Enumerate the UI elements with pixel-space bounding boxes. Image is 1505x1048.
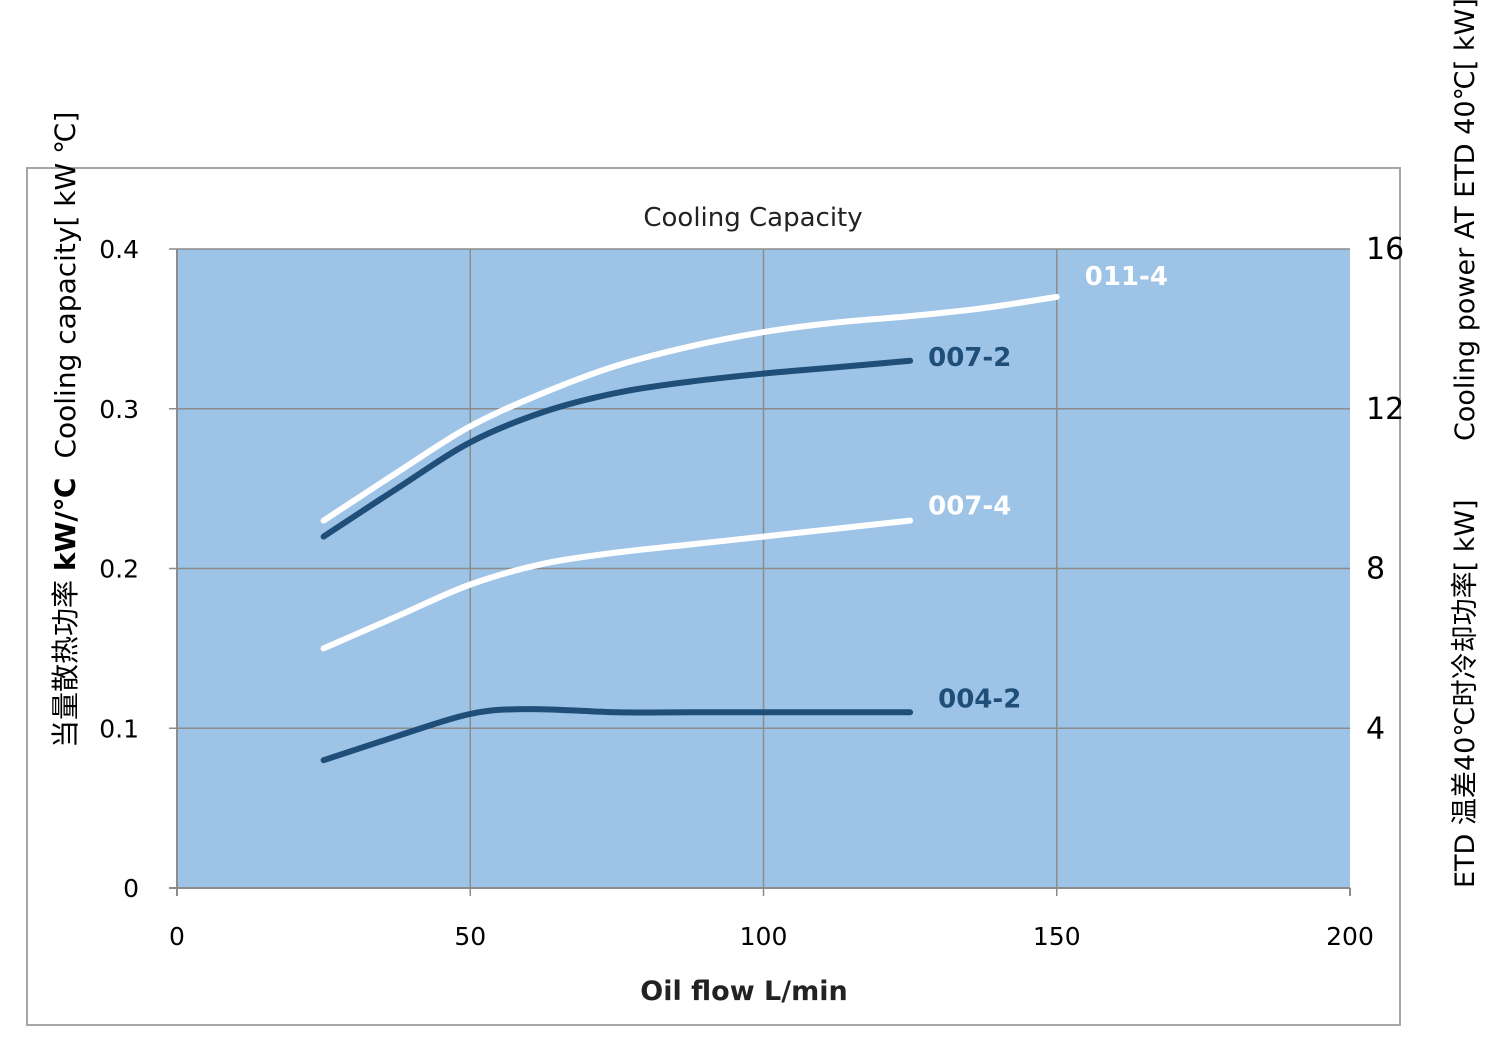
y-tick-label: 0.1 [99,714,139,743]
gridlines [169,248,1350,896]
y-tick-label: 0.4 [99,235,139,264]
y2-axis-label-bottom: ETD 温差40℃时冷却功率[ kW] [1450,499,1481,888]
series-label: 007-4 [928,492,1011,522]
y2-tick-label: 8 [1366,552,1385,587]
y-axis-label: 当量散热功率 kW/℃ Cooling capacity[ kW ℃] [49,112,82,748]
y2-tick-label: 4 [1366,711,1385,746]
chart-title: Cooling Capacity [643,203,862,233]
series-line-011-4 [320,293,1060,524]
x-tick-label: 0 [169,922,185,951]
x-tick-label: 100 [740,922,788,951]
series-line-004-2 [320,706,914,764]
y2-tick-label: 12 [1366,392,1404,427]
y-axis-label-en: Cooling capacity[ kW ℃] [49,112,82,459]
y2-tick-label: 16 [1366,232,1404,267]
axes [169,249,1351,896]
series-label: 007-2 [928,343,1011,373]
series-lines: 011-4 007-2 007-4 004-2 [320,262,1168,764]
y-tick-label: 0.3 [99,395,139,424]
y-axis-label-cn: 当量散热功率 [49,580,82,748]
series-line-007-4 [320,517,914,652]
x-axis-label: Oil flow L/min [640,976,847,1007]
y-axis-label-unit: kW/℃ [49,477,82,571]
x-tick-label: 150 [1033,922,1081,951]
tick-labels: 0 0.1 0.2 0.3 0.4 0 50 100 150 200 4 8 12 16 [99,232,1404,951]
y2-axis-label-top: Cooling power AT ETD 40℃[ kW] [1450,0,1481,441]
y-tick-label: 0 [123,874,139,903]
x-tick-label: 200 [1326,922,1374,951]
y-tick-label: 0.2 [99,555,139,584]
series-label: 011-4 [1085,262,1168,292]
series-label: 004-2 [938,684,1021,714]
x-tick-label: 50 [454,922,486,951]
series-line-007-2 [320,357,914,540]
